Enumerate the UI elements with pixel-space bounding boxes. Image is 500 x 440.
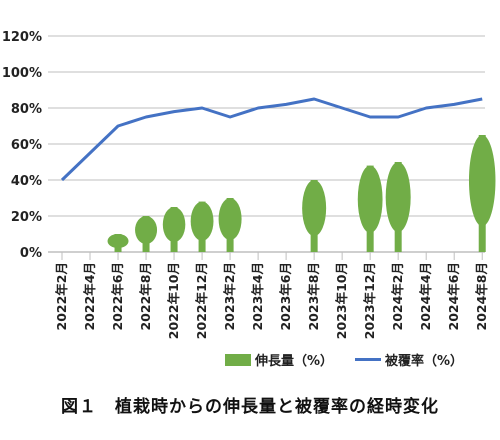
growth-bar [357, 165, 383, 252]
growth-bar-canopy [107, 234, 129, 249]
x-tick-label: 2023年8月 [306, 262, 321, 331]
x-tick-label: 2023年4月 [250, 262, 265, 331]
x-tick-label: 2023年2月 [222, 262, 237, 331]
growth-coverage-chart: 0%20%40%60%80%100%120% 2022年2月 2022年4月 202… [2, 30, 496, 339]
y-tick-label: 60% [11, 138, 42, 153]
y-tick-label: 120% [2, 30, 42, 45]
x-tick-label: 2022年4月 [82, 262, 97, 331]
x-tick-label: 2022年8月 [138, 262, 153, 331]
x-tick-label: 2022年2月 [54, 262, 69, 331]
x-tick-label: 2024年8月 [474, 262, 489, 331]
growth-bar-canopy [218, 198, 242, 241]
coverage-series-line [60, 97, 483, 182]
growth-bar-canopy [190, 201, 214, 241]
growth-bar-canopy [302, 180, 327, 237]
legend-swatch-growth [225, 353, 251, 366]
x-tick-label: 2024年6月 [446, 262, 461, 331]
growth-bar [135, 216, 158, 252]
growth-bar-canopy [357, 165, 383, 233]
x-tick-label: 2024年4月 [418, 262, 433, 331]
y-tick-label: 40% [11, 174, 42, 189]
legend: 伸長量（%） 被覆率（%） [225, 350, 485, 369]
growth-bar-canopy [385, 162, 411, 233]
x-tick-label: 2022年12月 [194, 262, 209, 339]
legend-item-coverage: 被覆率（%） [355, 350, 463, 369]
grid-lines [48, 35, 485, 253]
x-tick-label: 2023年6月 [278, 262, 293, 331]
growth-bars [107, 135, 496, 252]
growth-bar [302, 180, 327, 252]
y-tick-label: 100% [2, 66, 42, 81]
legend-swatch-coverage [355, 358, 382, 361]
legend-item-growth: 伸長量（%） [225, 350, 333, 369]
growth-bar [107, 234, 129, 252]
growth-bar [218, 198, 242, 252]
x-tick-label: 2022年10月 [166, 262, 181, 339]
growth-bar [468, 135, 496, 252]
x-tick-label: 2022年6月 [110, 262, 125, 331]
x-tick-label: 2023年12月 [362, 262, 377, 339]
growth-bar [162, 207, 186, 252]
x-tick-label: 2023年10月 [334, 262, 349, 339]
x-axis-tick-labels: 2022年2月 2022年4月 2022年6月 2022年8月 2022年10月 2022… [54, 252, 489, 339]
y-tick-label: 20% [11, 210, 42, 225]
growth-bar-canopy [162, 207, 186, 243]
growth-bar [190, 201, 214, 252]
y-tick-label: 0% [20, 246, 42, 261]
x-tick-label: 2024年2月 [390, 262, 405, 331]
y-tick-label: 80% [11, 102, 42, 117]
growth-bar-canopy [468, 135, 496, 227]
y-axis-tick-labels: 0% 20% 40% 60% 80% 100% 120% [2, 30, 42, 261]
coverage-line [60, 97, 483, 182]
growth-bar-canopy [135, 216, 158, 245]
growth-bar [385, 162, 411, 252]
legend-label-coverage: 被覆率（%） [385, 354, 464, 369]
figure-caption: 図１ 植栽時からの伸長量と被覆率の経時変化 [61, 397, 439, 417]
legend-label-growth: 伸長量（%） [255, 354, 334, 369]
